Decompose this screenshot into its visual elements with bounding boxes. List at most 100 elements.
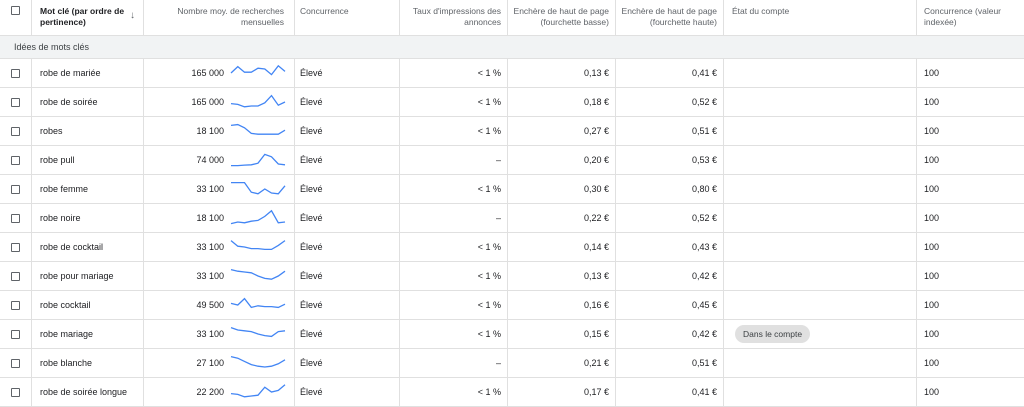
competition-index-cell: 100 xyxy=(917,291,1024,319)
keyword-text: robe de cocktail xyxy=(40,242,104,252)
competition-index-text: 100 xyxy=(924,358,940,368)
impression-share-cell: < 1 % xyxy=(400,320,508,348)
row-checkbox[interactable] xyxy=(11,329,20,339)
account-status-cell xyxy=(724,117,917,145)
sort-arrow-down-icon[interactable]: ↓ xyxy=(130,10,135,21)
column-header-competition-index[interactable]: Concurrence (valeur indexée) xyxy=(917,0,1024,35)
column-header-bid-low[interactable]: Enchère de haut de page (fourchette bass… xyxy=(508,0,616,35)
volume-text: 33 100 xyxy=(196,184,224,194)
keyword-text: robe cocktail xyxy=(40,300,91,310)
bid-low-cell: 0,22 € xyxy=(508,204,616,232)
select-all-checkbox[interactable] xyxy=(11,6,20,15)
row-checkbox[interactable] xyxy=(11,155,20,165)
keyword-text: robe noire xyxy=(40,213,81,223)
row-checkbox[interactable] xyxy=(11,184,20,194)
trend-sparkline[interactable] xyxy=(230,266,286,286)
table-row[interactable]: robe de cocktail 33 100 Élevé < 1 % 0,14 € 0,… xyxy=(0,233,1024,262)
bid-high-cell: 0,51 € xyxy=(616,117,724,145)
keyword-text: robe de soirée xyxy=(40,97,98,107)
trend-sparkline[interactable] xyxy=(230,382,286,402)
table-row[interactable]: robe noire 18 100 Élevé – 0,22 € 0,52 € 100 xyxy=(0,204,1024,233)
trend-sparkline[interactable] xyxy=(230,237,286,257)
volume-text: 33 100 xyxy=(196,271,224,281)
table-row[interactable]: robe cocktail 49 500 Élevé < 1 % 0,16 € 0,45 … xyxy=(0,291,1024,320)
trend-sparkline[interactable] xyxy=(230,92,286,112)
table-row[interactable]: robe femme 33 100 Élevé < 1 % 0,30 € 0,80 € 10… xyxy=(0,175,1024,204)
row-checkbox[interactable] xyxy=(11,68,20,78)
keyword-cell: robe pull xyxy=(32,146,144,174)
competition-index-text: 100 xyxy=(924,68,940,78)
volume-cell: 33 100 xyxy=(144,175,295,203)
bid-high-cell: 0,52 € xyxy=(616,88,724,116)
table-row[interactable]: robe de soirée longue 22 200 Élevé < 1 % 0,1… xyxy=(0,378,1024,407)
account-status-cell xyxy=(724,291,917,319)
impression-share-text: < 1 % xyxy=(477,97,501,107)
table-row[interactable]: robes 18 100 Élevé < 1 % 0,27 € 0,51 € 100 xyxy=(0,117,1024,146)
trend-sparkline[interactable] xyxy=(230,324,286,344)
select-cell xyxy=(0,233,32,261)
keyword-text: robe femme xyxy=(40,184,89,194)
competition-index-cell: 100 xyxy=(917,204,1024,232)
row-checkbox[interactable] xyxy=(11,300,20,310)
column-header-impression-share[interactable]: Taux d'impressions des annonces xyxy=(400,0,508,35)
competition-index-cell: 100 xyxy=(917,175,1024,203)
table-row[interactable]: robe pour mariage 33 100 Élevé < 1 % 0,13 € 0… xyxy=(0,262,1024,291)
bid-high-text: 0,53 € xyxy=(691,155,717,165)
row-checkbox[interactable] xyxy=(11,242,20,252)
column-header-keyword[interactable]: Mot clé (par ordre de pertinence) ↓ xyxy=(32,0,144,35)
select-cell xyxy=(0,262,32,290)
column-header-keyword-label: Mot clé (par ordre de pertinence) xyxy=(40,6,125,27)
trend-sparkline[interactable] xyxy=(230,121,286,141)
competition-cell: Élevé xyxy=(295,378,400,406)
table-row[interactable]: robe blanche 27 100 Élevé – 0,21 € 0,51 € 100 xyxy=(0,349,1024,378)
trend-sparkline[interactable] xyxy=(230,150,286,170)
column-header-account-status[interactable]: État du compte xyxy=(724,0,917,35)
impression-share-cell: – xyxy=(400,146,508,174)
trend-sparkline[interactable] xyxy=(230,179,286,199)
row-checkbox[interactable] xyxy=(11,126,20,136)
competition-index-text: 100 xyxy=(924,184,940,194)
trend-sparkline[interactable] xyxy=(230,353,286,373)
bid-high-cell: 0,41 € xyxy=(616,59,724,87)
bid-high-cell: 0,42 € xyxy=(616,320,724,348)
row-checkbox[interactable] xyxy=(11,387,20,397)
competition-index-text: 100 xyxy=(924,271,940,281)
impression-share-cell: < 1 % xyxy=(400,262,508,290)
competition-index-text: 100 xyxy=(924,242,940,252)
table-row[interactable]: robe de soirée 165 000 Élevé < 1 % 0,18 € 0,5… xyxy=(0,88,1024,117)
row-checkbox[interactable] xyxy=(11,271,20,281)
column-header-competition[interactable]: Concurrence xyxy=(295,0,400,35)
row-checkbox[interactable] xyxy=(11,358,20,368)
row-checkbox[interactable] xyxy=(11,213,20,223)
competition-index-text: 100 xyxy=(924,155,940,165)
volume-trend-wrapper: 22 200 xyxy=(144,382,294,402)
competition-index-text: 100 xyxy=(924,329,940,339)
bid-low-text: 0,15 € xyxy=(583,329,609,339)
competition-text: Élevé xyxy=(300,387,323,397)
table-row[interactable]: robe pull 74 000 Élevé – 0,20 € 0,53 € 100 xyxy=(0,146,1024,175)
impression-share-cell: < 1 % xyxy=(400,88,508,116)
trend-sparkline[interactable] xyxy=(230,295,286,315)
account-status-cell xyxy=(724,378,917,406)
column-header-competition-label: Concurrence xyxy=(300,6,349,16)
table-row[interactable]: robe de mariée 165 000 Élevé < 1 % 0,13 € 0,4… xyxy=(0,59,1024,88)
trend-sparkline[interactable] xyxy=(230,63,286,83)
impression-share-text: < 1 % xyxy=(477,300,501,310)
trend-line xyxy=(231,181,286,195)
column-header-bid-high[interactable]: Enchère de haut de page (fourchette haut… xyxy=(616,0,724,35)
row-checkbox[interactable] xyxy=(11,97,20,107)
column-header-volume[interactable]: Nombre moy. de recherches mensuelles xyxy=(144,0,295,35)
competition-text: Élevé xyxy=(300,68,323,78)
keyword-cell: robe pour mariage xyxy=(32,262,144,290)
competition-cell: Élevé xyxy=(295,59,400,87)
bid-low-cell: 0,27 € xyxy=(508,117,616,145)
competition-cell: Élevé xyxy=(295,117,400,145)
competition-cell: Élevé xyxy=(295,262,400,290)
keyword-cell: robe noire xyxy=(32,204,144,232)
table-row[interactable]: robe mariage 33 100 Élevé < 1 % 0,15 € 0,42 €… xyxy=(0,320,1024,349)
trend-sparkline[interactable] xyxy=(230,208,286,228)
impression-share-text: – xyxy=(495,213,501,223)
keyword-cell: robe mariage xyxy=(32,320,144,348)
bid-low-text: 0,30 € xyxy=(583,184,609,194)
account-status-cell xyxy=(724,204,917,232)
